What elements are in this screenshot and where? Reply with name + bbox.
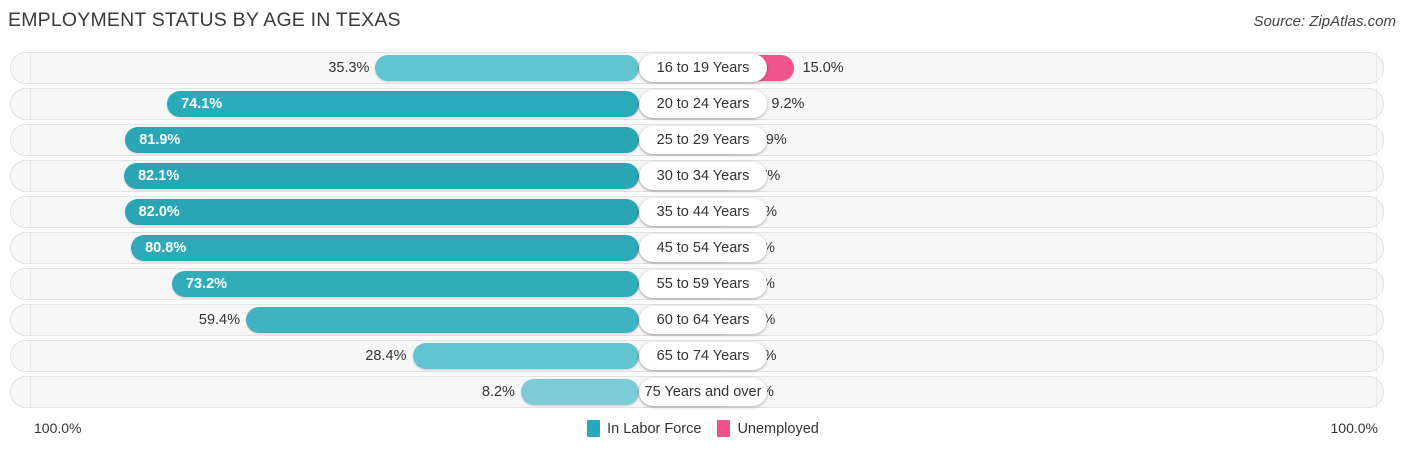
- category-label-pill[interactable]: 30 to 34 Years: [639, 162, 767, 190]
- gridline-right: [1376, 160, 1377, 192]
- bar-in-labor-force[interactable]: [412, 343, 639, 369]
- bar-value-in-labor-force: 35.3%: [328, 60, 370, 76]
- bar-value-in-labor-force: 82.0%: [138, 204, 180, 220]
- bar-rows-container: 35.3% 15.0% 16 to 19 Years 74.1% 9.2% 20 to 2…: [0, 52, 1406, 410]
- gridline-right: [1376, 232, 1377, 264]
- chart-legend: In Labor Force Unemployed: [0, 420, 1406, 437]
- bar-row: 81.9% 5.9% 25 to 29 Years: [0, 124, 1406, 156]
- bar-row: 82.0%4.1%35 to 44 Years: [0, 196, 1406, 228]
- category-label-pill[interactable]: 45 to 54 Years: [639, 234, 767, 262]
- bar-in-labor-force[interactable]: [125, 127, 639, 153]
- bar-row: 28.4%4.0%65 to 74 Years: [0, 340, 1406, 372]
- category-label-pill[interactable]: 60 to 64 Years: [639, 306, 767, 334]
- bar-value-unemployed: 15.0%: [802, 60, 844, 76]
- category-label-text: 75 Years and over: [644, 384, 762, 400]
- bar-row: 35.3% 15.0% 16 to 19 Years: [0, 52, 1406, 84]
- square-swatch-icon: [587, 420, 601, 437]
- bar-row: 82.1%4.7%30 to 34 Years: [0, 160, 1406, 192]
- category-label-pill[interactable]: 75 Years and over: [639, 378, 767, 406]
- bar-in-labor-force[interactable]: [520, 379, 639, 405]
- bar-in-labor-force[interactable]: [131, 235, 639, 261]
- legend-label: In Labor Force: [607, 420, 702, 437]
- gridline-left: [30, 376, 31, 408]
- page-title: EMPLOYMENT STATUS BY AGE IN TEXAS: [8, 9, 401, 31]
- axis-label-left: 100.0%: [34, 420, 82, 436]
- category-label-text: 35 to 44 Years: [656, 204, 750, 220]
- bar-value-in-labor-force: 59.4%: [198, 312, 241, 328]
- gridline-left: [30, 340, 31, 372]
- gridline-right: [1376, 52, 1377, 84]
- gridline-left: [30, 196, 31, 228]
- bar-value-in-labor-force: 8.2%: [481, 384, 515, 400]
- gridline-left: [30, 88, 31, 120]
- bar-in-labor-force[interactable]: [171, 271, 639, 297]
- square-swatch-icon: [717, 420, 731, 437]
- legend-label: Unemployed: [737, 420, 819, 437]
- bar-in-labor-force[interactable]: [375, 55, 639, 81]
- gridline-right: [1376, 88, 1377, 120]
- category-label-text: 60 to 64 Years: [656, 312, 750, 328]
- legend-item[interactable]: In Labor Force: [587, 420, 701, 437]
- gridline-right: [1376, 304, 1377, 336]
- category-label-text: 55 to 59 Years: [656, 276, 750, 292]
- source-attribution: Source: ZipAtlas.com: [1253, 13, 1396, 30]
- category-label-text: 45 to 54 Years: [656, 240, 750, 256]
- gridline-right: [1376, 268, 1377, 300]
- gridline-left: [30, 304, 31, 336]
- category-label-text: 30 to 34 Years: [656, 168, 750, 184]
- category-label-text: 25 to 29 Years: [656, 132, 750, 148]
- axis-label-right: 100.0%: [1330, 420, 1378, 436]
- chart-footer: 100.0% 100.0% In Labor Force Unemployed: [0, 412, 1406, 451]
- bar-value-in-labor-force: 80.8%: [145, 240, 187, 256]
- category-label-pill[interactable]: 20 to 24 Years: [639, 90, 767, 118]
- category-label-pill[interactable]: 35 to 44 Years: [639, 198, 767, 226]
- bar-in-labor-force[interactable]: [124, 163, 639, 189]
- legend-item[interactable]: Unemployed: [717, 420, 819, 437]
- bar-row: 80.8%3.7%45 to 54 Years: [0, 232, 1406, 264]
- bar-value-in-labor-force: 81.9%: [139, 132, 181, 148]
- bar-value-in-labor-force: 73.2%: [185, 276, 228, 292]
- category-label-pill[interactable]: 55 to 59 Years: [639, 270, 767, 298]
- bar-value-unemployed: 9.2%: [771, 96, 805, 112]
- category-label-pill[interactable]: 65 to 74 Years: [639, 342, 767, 370]
- bar-in-labor-force[interactable]: [124, 199, 639, 225]
- gridline-right: [1376, 340, 1377, 372]
- bar-value-in-labor-force: 28.4%: [365, 348, 407, 364]
- bar-in-labor-force[interactable]: [246, 307, 639, 333]
- bar-in-labor-force[interactable]: [167, 91, 639, 117]
- bar-row: 73.2%3.7%55 to 59 Years: [0, 268, 1406, 300]
- category-label-text: 20 to 24 Years: [656, 96, 750, 112]
- bar-value-in-labor-force: 74.1%: [181, 96, 223, 112]
- bar-row: 8.2%3.5%75 Years and over: [0, 376, 1406, 408]
- category-label-pill[interactable]: 16 to 19 Years: [639, 54, 767, 82]
- bar-row: 59.4%3.8%60 to 64 Years: [0, 304, 1406, 336]
- category-label-text: 16 to 19 Years: [656, 60, 750, 76]
- gridline-left: [30, 268, 31, 300]
- gridline-left: [30, 124, 31, 156]
- bar-row: 74.1% 9.2% 20 to 24 Years: [0, 88, 1406, 120]
- gridline-left: [30, 160, 31, 192]
- gridline-right: [1376, 376, 1377, 408]
- bar-value-in-labor-force: 82.1%: [138, 168, 180, 184]
- category-label-pill[interactable]: 25 to 29 Years: [639, 126, 767, 154]
- gridline-right: [1376, 196, 1377, 228]
- gridline-left: [30, 232, 31, 264]
- category-label-text: 65 to 74 Years: [656, 348, 750, 364]
- gridline-right: [1376, 124, 1377, 156]
- gridline-left: [30, 52, 31, 84]
